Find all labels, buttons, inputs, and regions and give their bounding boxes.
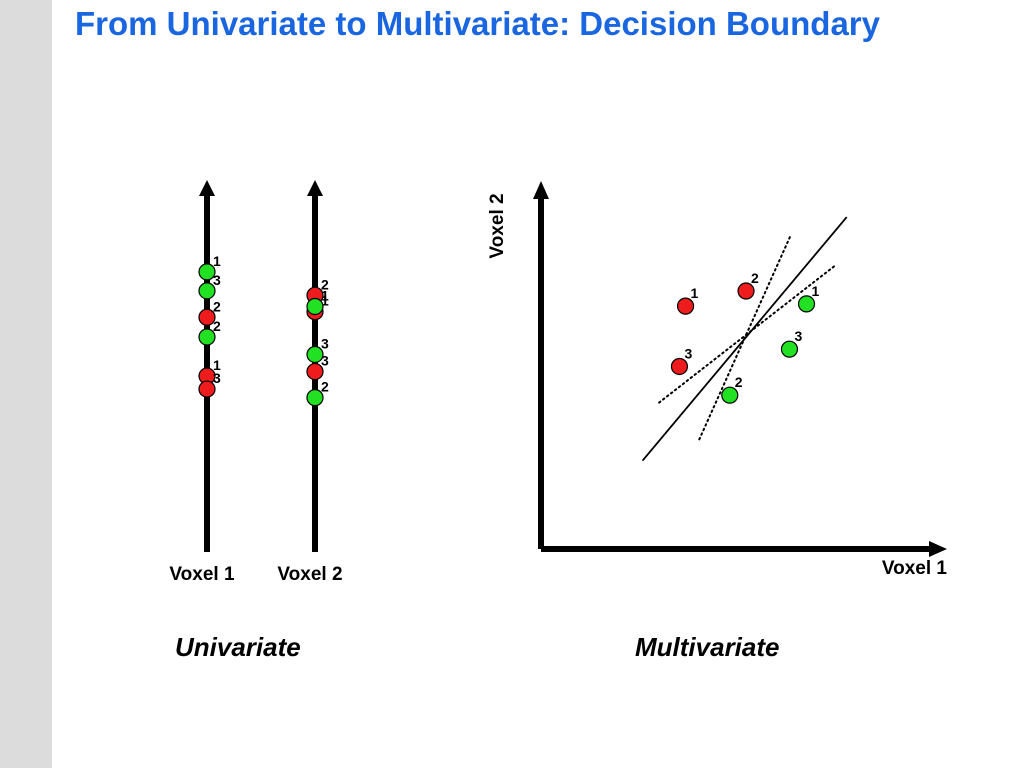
y-axis-label: Voxel 2 xyxy=(487,193,508,258)
point-label: 1 xyxy=(213,357,221,373)
axis-arrowhead-icon xyxy=(307,180,323,196)
point-label: 2 xyxy=(213,298,221,314)
point-label: 1 xyxy=(691,285,699,301)
axis-arrowhead-icon xyxy=(199,180,215,196)
axis-arrowhead-icon xyxy=(929,541,947,557)
point-label: 2 xyxy=(751,270,759,286)
alternative-boundary-line xyxy=(698,235,792,441)
data-point xyxy=(676,297,695,315)
point-label: 1 xyxy=(213,253,221,269)
caption-multivariate: Multivariate xyxy=(635,632,780,662)
data-point xyxy=(306,345,324,364)
point-label: 1 xyxy=(321,287,329,303)
x-axis-label: Voxel 1 xyxy=(882,558,948,579)
point-label: 3 xyxy=(213,370,221,386)
data-point xyxy=(198,328,216,346)
data-point xyxy=(797,295,816,313)
data-point xyxy=(306,389,324,407)
data-point xyxy=(198,380,216,398)
point-label: 3 xyxy=(321,353,329,369)
side-strip xyxy=(0,0,52,768)
univariate-axis-label: Voxel 1 xyxy=(169,564,235,585)
point-label: 2 xyxy=(321,379,329,395)
data-point xyxy=(670,357,689,376)
axis-arrowhead-icon xyxy=(533,181,549,199)
point-label: 1 xyxy=(812,283,820,299)
point-label: 3 xyxy=(684,345,692,361)
data-point xyxy=(198,308,216,326)
data-point xyxy=(721,386,739,404)
point-label: 3 xyxy=(213,272,221,288)
data-point xyxy=(780,340,799,358)
point-label: 1 xyxy=(321,293,329,309)
point-label: 3 xyxy=(794,328,802,344)
point-label: 2 xyxy=(213,318,221,334)
data-point xyxy=(198,263,216,281)
multivariate-panel: Voxel 1 Voxel 2 1 2 3 1 2 3 xyxy=(487,181,947,579)
point-label: 2 xyxy=(735,374,743,390)
data-point xyxy=(306,297,324,316)
data-point xyxy=(198,282,216,300)
data-point xyxy=(306,362,324,381)
point-label: 3 xyxy=(321,335,329,351)
caption-univariate: Univariate xyxy=(175,632,301,662)
slide-title: From Univariate to Multivariate: Decisio… xyxy=(75,5,880,42)
data-point xyxy=(737,282,755,300)
univariate-axis-label: Voxel 2 xyxy=(277,564,342,585)
point-label: 2 xyxy=(321,276,329,292)
